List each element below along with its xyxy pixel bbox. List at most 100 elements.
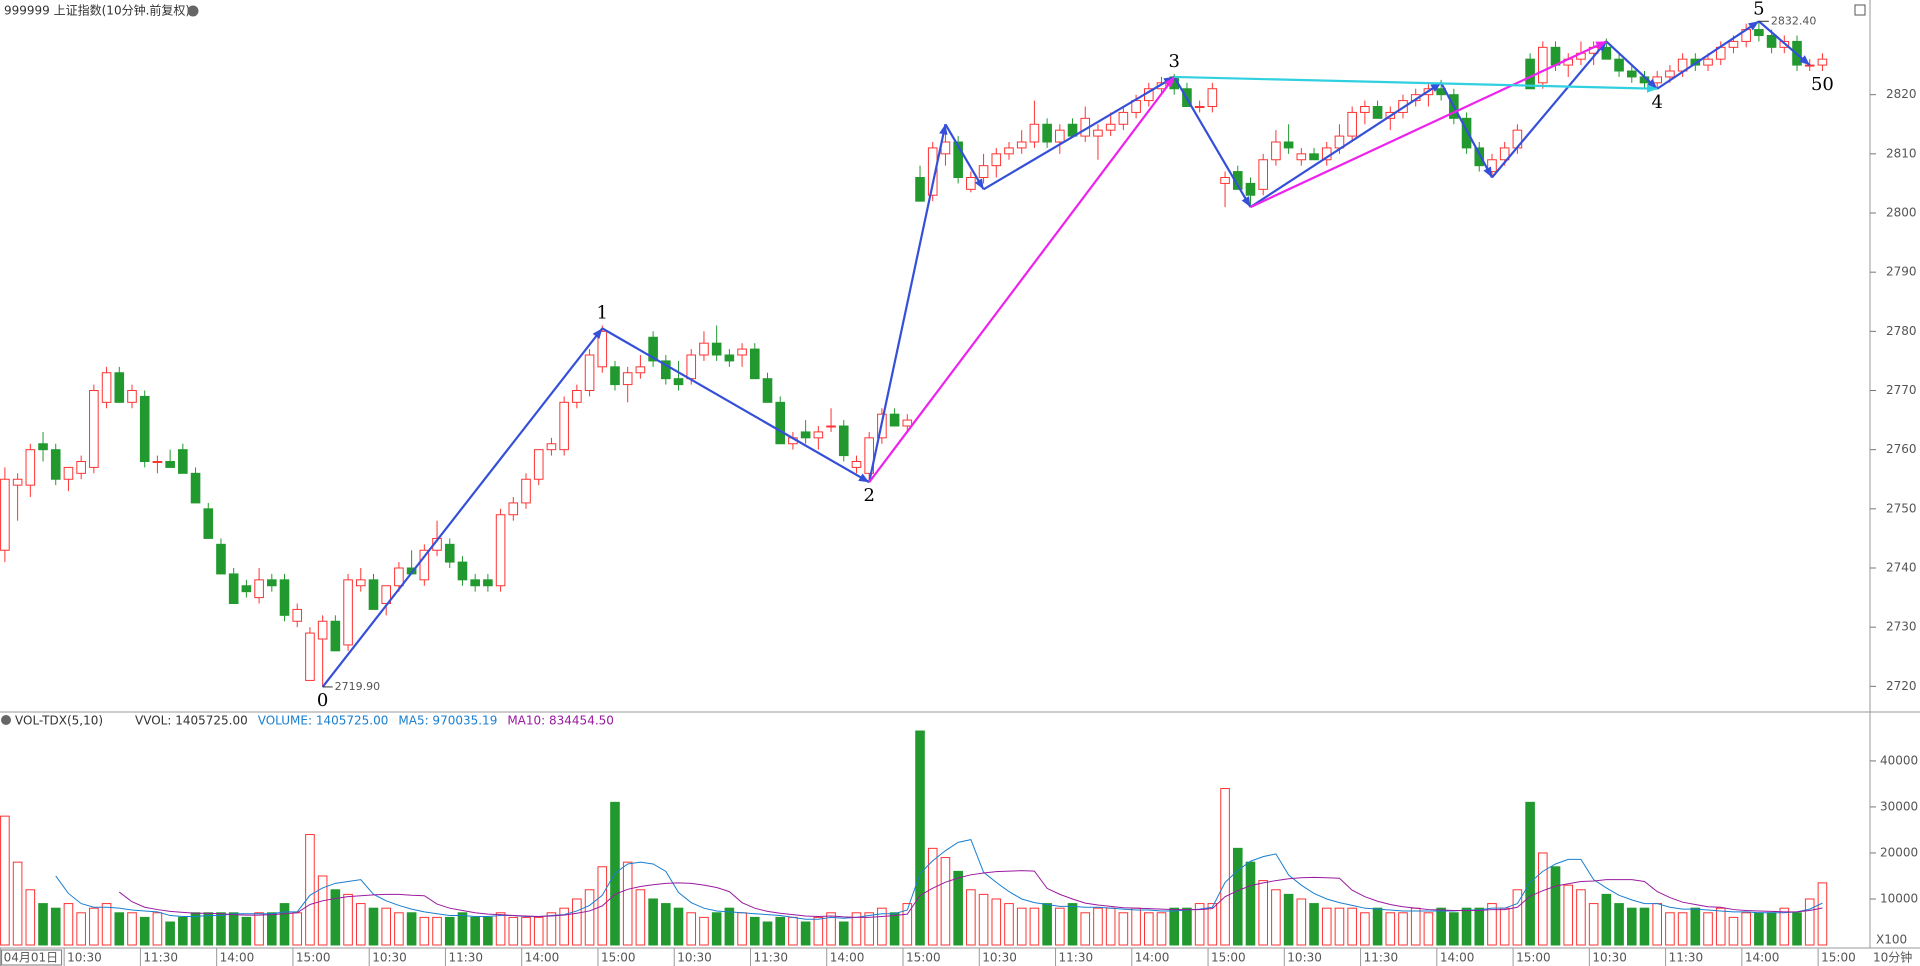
volume-bar	[1461, 907, 1472, 946]
volume-bar	[1741, 912, 1751, 946]
wave-line	[1440, 82, 1493, 179]
wave-label: 50	[1811, 74, 1834, 95]
volume-bar	[1754, 912, 1764, 946]
candle-body	[1372, 106, 1383, 119]
y-tick-label: 2760	[1886, 442, 1917, 456]
candle-body	[381, 585, 391, 604]
wave-line	[1656, 20, 1760, 90]
candle-body	[292, 608, 303, 622]
candle-body	[0, 478, 10, 551]
volume-bar	[1042, 903, 1052, 946]
y-tick-label: 30000	[1880, 799, 1918, 813]
volume-title: VOL-TDX(5,10)	[15, 714, 103, 728]
volume-bar	[1372, 907, 1383, 946]
volume-bar	[470, 916, 480, 946]
menu-icon[interactable]	[1, 715, 11, 725]
candle-body	[1728, 40, 1739, 48]
candle-body	[1016, 141, 1027, 149]
candle-body	[228, 573, 239, 605]
volume-bar	[279, 903, 290, 946]
candle-body	[330, 620, 341, 652]
candle-body	[1525, 58, 1535, 90]
y-tick-label: 2820	[1886, 87, 1917, 101]
wave-label: 0	[317, 690, 328, 711]
candle-body	[889, 413, 900, 427]
wave-line	[1758, 20, 1811, 66]
volume-bar	[1677, 912, 1688, 946]
candle-body	[1804, 64, 1815, 67]
x-tick-label: 15:00	[1821, 951, 1856, 965]
candle-body	[902, 419, 913, 427]
volume-bar	[1576, 889, 1586, 946]
volume-bar	[1194, 903, 1205, 946]
candle-body	[1499, 147, 1510, 161]
volume-bar	[1004, 903, 1014, 946]
volume-bar	[737, 912, 747, 946]
candle-body	[178, 449, 188, 474]
arrow-head	[1483, 166, 1492, 178]
candle-body	[152, 461, 163, 463]
volume-bar	[89, 907, 99, 946]
volume-bar	[775, 916, 786, 946]
candle-body	[114, 372, 125, 403]
volume-bar	[76, 912, 86, 946]
window-icon[interactable]	[1854, 4, 1866, 16]
volume-bar	[139, 916, 150, 946]
menu-icon[interactable]	[187, 5, 199, 17]
candle-body	[622, 372, 633, 386]
volume-bar	[267, 912, 277, 946]
wave-line	[1173, 76, 1252, 208]
candle-body	[597, 330, 608, 368]
volume-bar	[1220, 788, 1230, 946]
volume-bar	[1423, 912, 1434, 946]
volume-bar	[0, 815, 10, 946]
y-tick-label: 2810	[1886, 146, 1917, 160]
candle-body	[355, 579, 366, 587]
wave-label: 4	[1651, 92, 1662, 113]
y-tick-label: 2780	[1886, 324, 1917, 338]
volume-bar	[1626, 907, 1637, 946]
volume-bar	[978, 893, 989, 946]
candle-body	[737, 348, 747, 356]
unit-label: X100	[1876, 933, 1907, 947]
candle-body	[12, 478, 23, 486]
volume-bar	[25, 889, 36, 946]
wave-label: 2	[863, 485, 874, 506]
volume-bar	[394, 912, 404, 946]
wave-line	[1174, 75, 1658, 90]
volume-bar	[1499, 907, 1510, 946]
volume-bar	[1258, 880, 1268, 946]
volume-bar	[1601, 893, 1612, 946]
volume-bar	[724, 907, 735, 946]
candle-body	[661, 360, 671, 380]
x-tick-label: 10:30	[372, 951, 407, 965]
x-tick-label: 10:30	[982, 951, 1017, 965]
candle-body	[749, 348, 760, 380]
candle-body	[1614, 58, 1624, 72]
volume-bar	[940, 857, 951, 946]
candle-body	[851, 461, 862, 468]
volume-bar	[114, 912, 125, 946]
arrow-head	[974, 178, 984, 190]
volume-bar	[546, 912, 557, 946]
candle-body	[1194, 106, 1205, 108]
volume-bar	[1665, 912, 1675, 946]
candle-body	[915, 177, 925, 202]
volume-bar	[1105, 907, 1116, 946]
volume-bar	[1296, 898, 1307, 946]
candle-body	[317, 620, 328, 640]
volume-bar	[483, 916, 493, 946]
candle-body	[1601, 46, 1612, 60]
y-tick-label: 2770	[1886, 383, 1917, 397]
x-tick-label: 14:00	[220, 951, 255, 965]
candle-body	[1029, 123, 1040, 143]
candle-body	[1245, 182, 1256, 196]
candle-body	[190, 472, 201, 504]
ma-line	[55, 839, 1823, 920]
y-tick-label: 2730	[1886, 620, 1917, 634]
candle-body	[444, 543, 455, 563]
volume-bar	[1487, 903, 1497, 946]
volume-bar	[1563, 884, 1574, 946]
volume-bar	[1779, 907, 1790, 946]
candle-body	[1220, 177, 1230, 184]
